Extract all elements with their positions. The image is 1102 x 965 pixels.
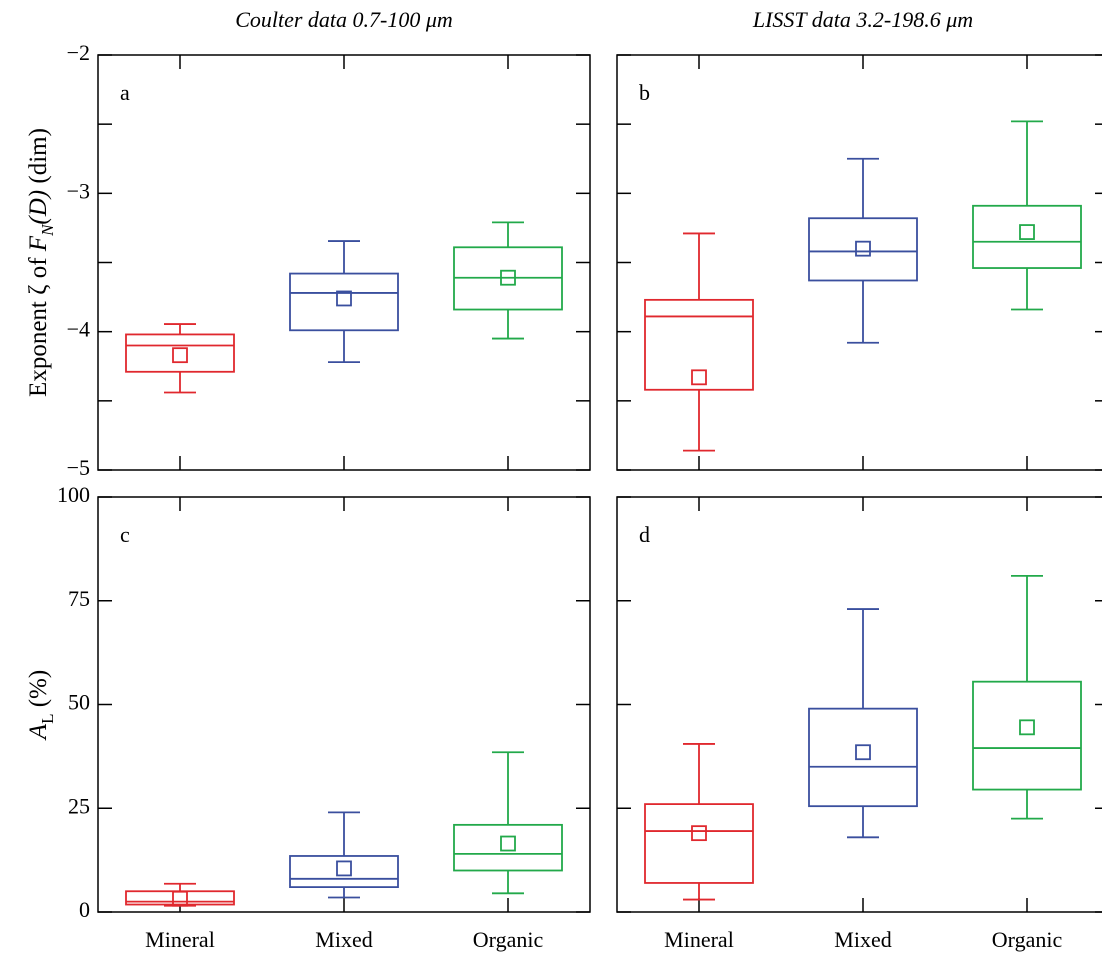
y-tick-label: 0 (79, 897, 90, 922)
panel-label: c (120, 522, 130, 547)
box (289, 272, 399, 332)
x-tick-label: Mixed (315, 927, 372, 952)
mean-marker (1019, 719, 1035, 736)
box (972, 204, 1082, 269)
panel-label: d (639, 522, 650, 547)
box (808, 217, 918, 282)
y-axis-label: Exponent ζ of FN(D) (dim) (25, 128, 58, 397)
y-axis-label-part: Exponent ζ of (25, 251, 52, 397)
mean-marker (500, 269, 516, 286)
y-tick-label: 75 (68, 586, 90, 611)
x-tick-label: Organic (992, 927, 1063, 952)
mean-marker (1019, 224, 1035, 240)
box (453, 823, 563, 872)
mean-marker (691, 825, 707, 842)
mean-marker (500, 835, 516, 852)
y-tick-label: 50 (68, 690, 90, 715)
box (644, 298, 754, 391)
y-axis-label-part: (D) (25, 190, 52, 225)
y-tick-label: −2 (67, 40, 90, 65)
y-axis-label-part: (%) (25, 670, 52, 714)
y-tick-label: 25 (68, 793, 90, 818)
box (808, 707, 918, 808)
y-axis-label: AL (%) (25, 670, 58, 741)
panel-label: b (639, 80, 650, 105)
y-axis-label-part: F (25, 235, 52, 252)
mean-marker (336, 290, 352, 307)
box (644, 803, 754, 884)
panel-title: LISST data 3.2-198.6 μm (752, 7, 973, 32)
mean-marker (172, 347, 188, 364)
mean-marker (855, 744, 871, 761)
y-tick-label: −4 (67, 317, 90, 342)
panel-title: Coulter data 0.7-100 μm (235, 7, 453, 32)
x-tick-label: Organic (473, 927, 544, 952)
mean-marker (855, 240, 871, 257)
box (125, 890, 235, 906)
x-tick-label: Mineral (145, 927, 215, 952)
y-axis-label-part: A (25, 723, 52, 741)
box (972, 680, 1082, 791)
y-axis-label-part: (dim) (25, 128, 52, 190)
box (125, 333, 235, 373)
x-tick-label: Mineral (664, 927, 734, 952)
panel-label: a (120, 80, 130, 105)
y-axis-label-part: L (38, 714, 57, 724)
y-tick-label: −3 (67, 178, 90, 203)
mean-marker (336, 860, 352, 877)
y-axis-label-part: N (38, 223, 57, 237)
mean-marker (691, 369, 707, 386)
x-tick-label: Mixed (834, 927, 891, 952)
y-tick-label: 100 (57, 482, 90, 507)
mean-marker (172, 890, 188, 907)
y-tick-label: −5 (67, 455, 90, 480)
